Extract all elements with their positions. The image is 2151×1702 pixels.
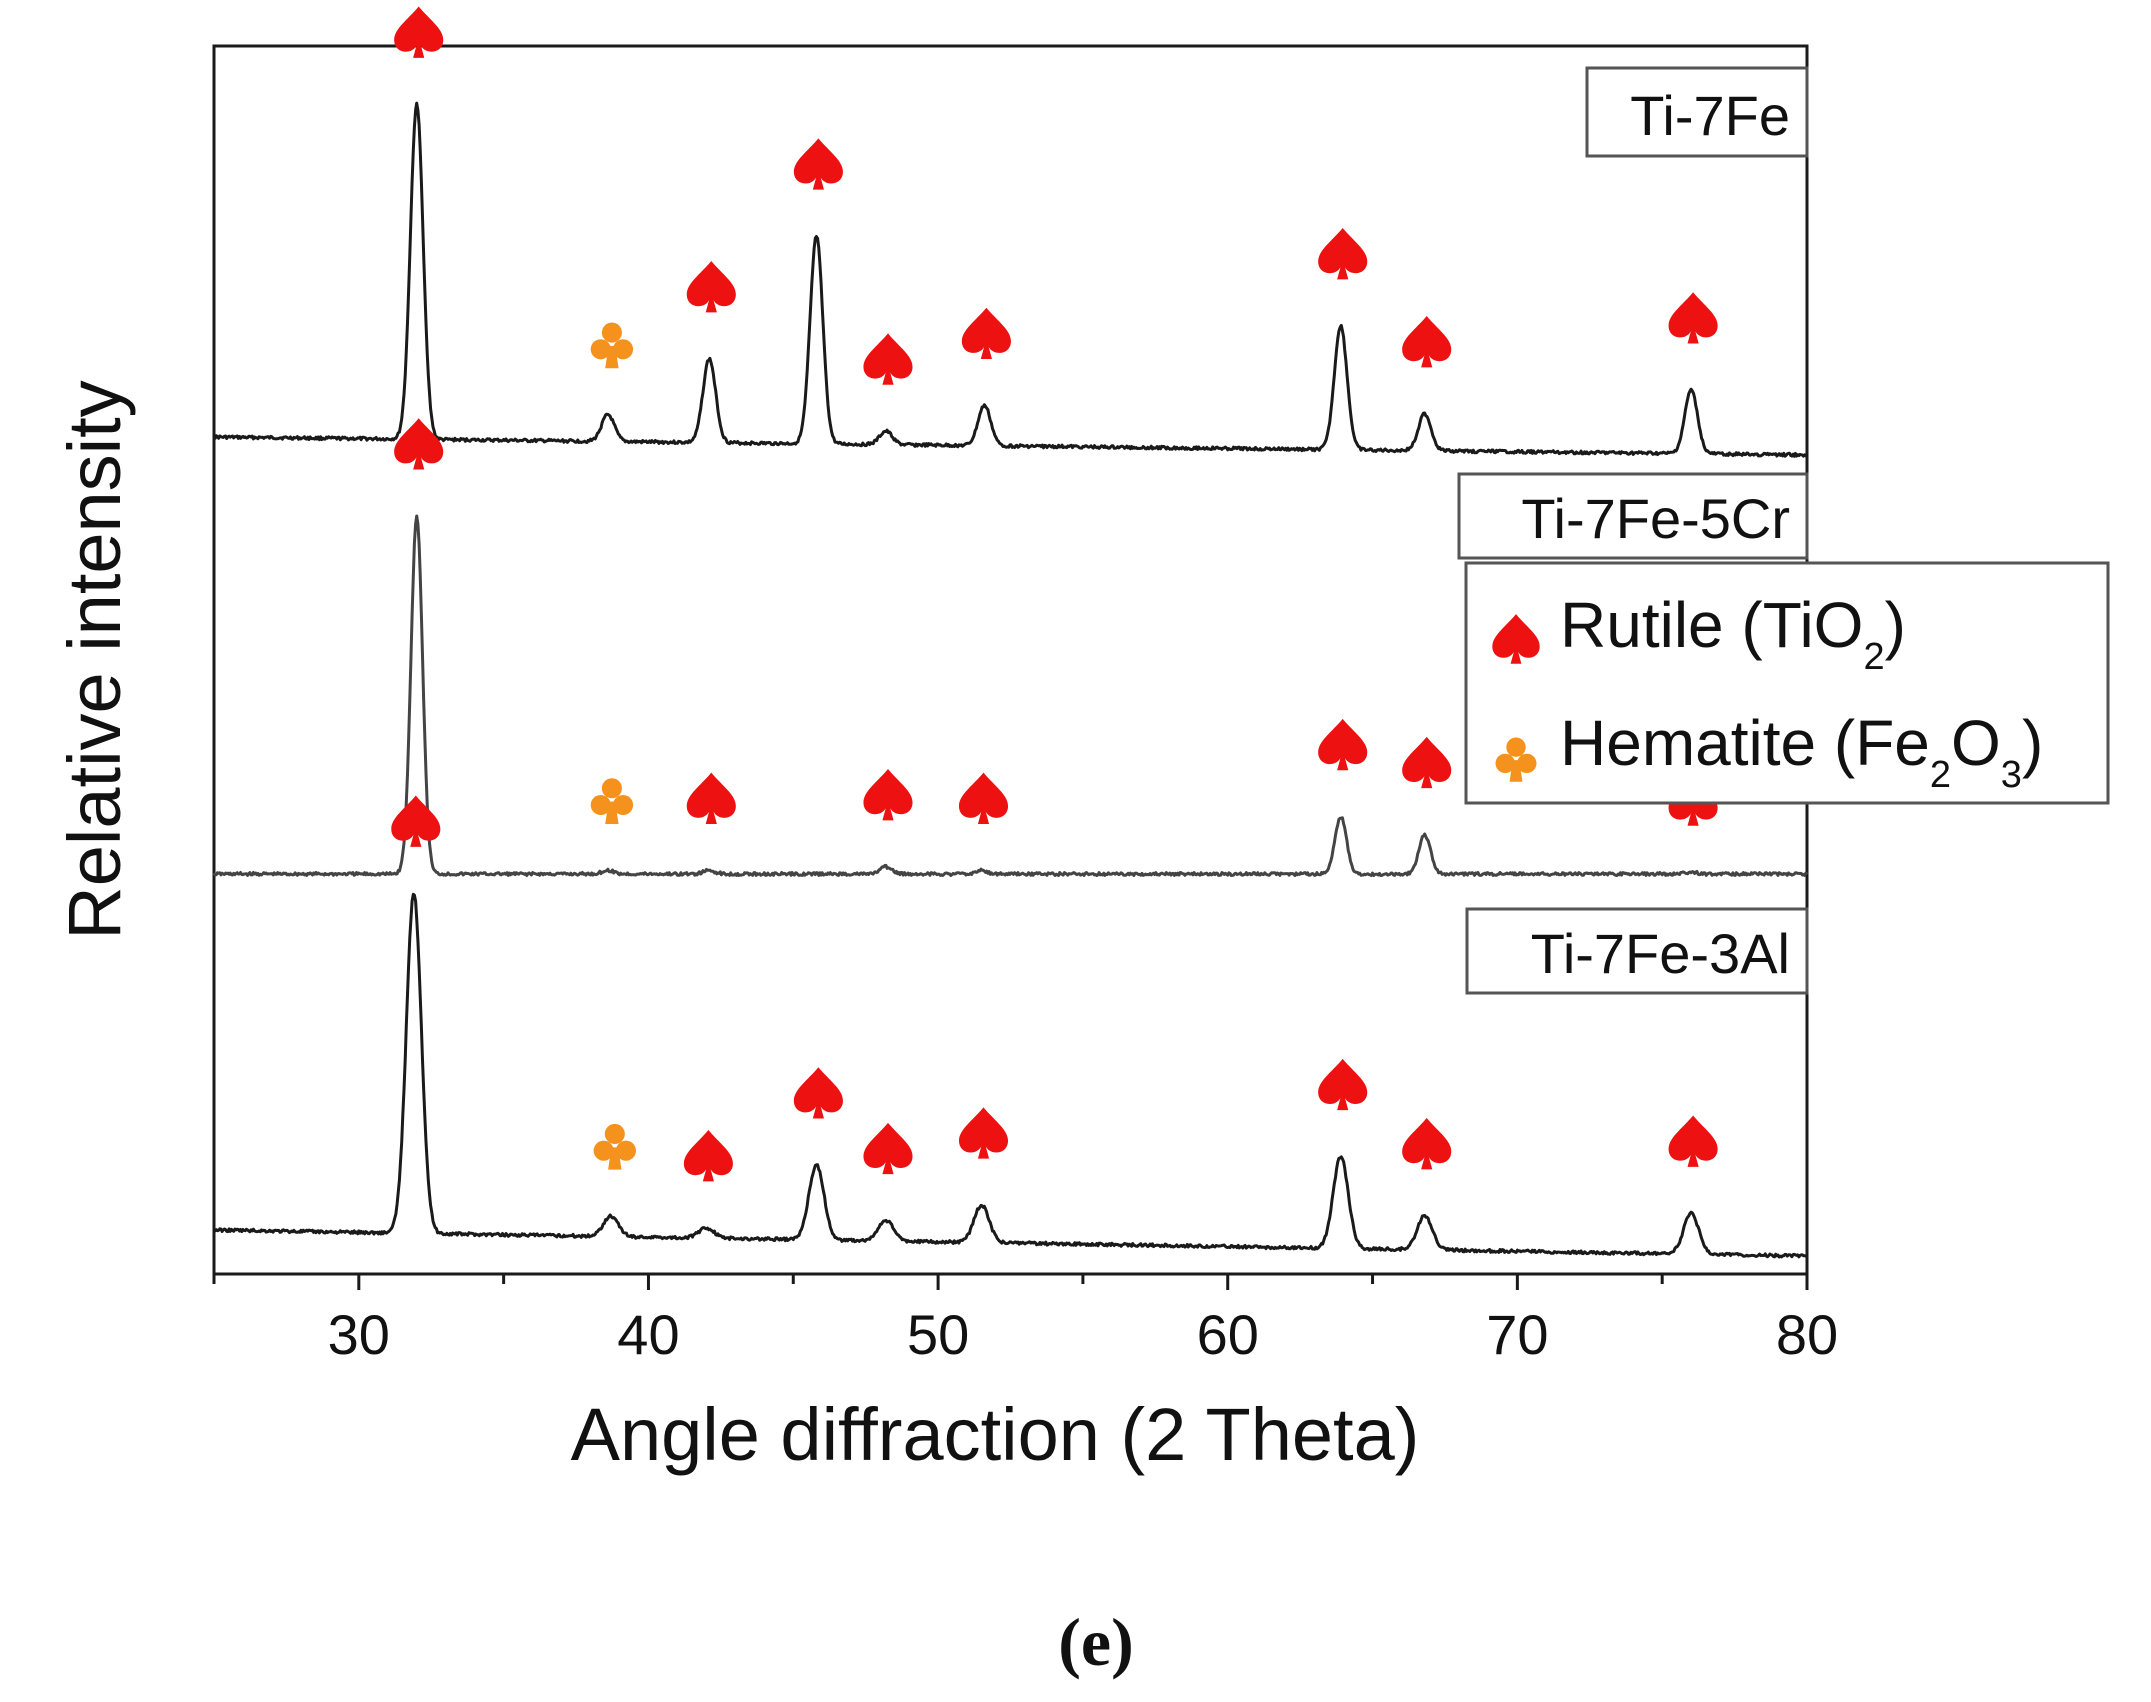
- x-tick-label: 80: [1776, 1303, 1838, 1366]
- rutile-marker-icon: [686, 261, 736, 313]
- x-tick-label: 50: [907, 1303, 969, 1366]
- rutile-marker-icon: [1402, 316, 1452, 368]
- rutile-marker-icon: [961, 307, 1011, 360]
- rutile-marker-icon: [863, 333, 913, 385]
- y-axis-title: Relative intensity: [53, 380, 136, 939]
- rutile-marker-icon: [793, 1067, 843, 1119]
- rutile-marker-icon: [1318, 718, 1368, 771]
- x-tick-label: 70: [1486, 1303, 1548, 1366]
- rutile-marker-icon: [958, 772, 1009, 824]
- series-line-ti-7fe-3al: [212, 892, 1809, 1259]
- rutile-marker-icon: [863, 1122, 913, 1175]
- label-box-ti-7fe-3al: [1465, 907, 1809, 995]
- rutile-marker-icon: [1668, 292, 1718, 344]
- label-box-ti-7fe: [1585, 66, 1809, 158]
- series-group: [212, 101, 1809, 1259]
- x-axis-title: Angle diffraction (2 Theta): [571, 1393, 1420, 1476]
- rutile-marker-icon: [683, 1130, 733, 1182]
- rutile-marker-icon: [863, 769, 913, 821]
- x-tick-label: 40: [617, 1303, 679, 1366]
- rutile-marker-icon: [394, 6, 444, 58]
- label-text-ti-7fe-3al: Ti-7Fe-3Al: [1531, 922, 1790, 985]
- rutile-marker-icon: [1318, 1058, 1368, 1111]
- x-tick-label: 60: [1197, 1303, 1259, 1366]
- legend: Rutile (TiO2) Hematite (Fe2O3): [1464, 561, 2110, 805]
- label-text-ti-7fe: Ti-7Fe: [1630, 84, 1790, 147]
- legend-hematite-label: Hematite (Fe2O3): [1560, 707, 2043, 796]
- hematite-marker-icon: [590, 778, 634, 824]
- x-axis: 30 40 50 60 70 80: [212, 1274, 1838, 1366]
- label-text-ti-7fe-5cr: Ti-7Fe-5Cr: [1521, 487, 1790, 550]
- label-ti-7fe-3al: Ti-7Fe-3Al: [1465, 907, 1809, 995]
- rutile-marker-icon: [1318, 228, 1368, 280]
- rutile-marker-icon: [1402, 736, 1452, 789]
- rutile-marker-icon: [1402, 1118, 1452, 1170]
- x-tick-label: 30: [328, 1303, 390, 1366]
- label-ti-7fe-5cr: Ti-7Fe-5Cr: [1457, 472, 1809, 560]
- rutile-marker-icon: [391, 795, 441, 847]
- panel-label: (e): [1058, 1604, 1133, 1680]
- hematite-marker-icon: [593, 1123, 636, 1170]
- label-ti-7fe: Ti-7Fe: [1585, 66, 1809, 158]
- hematite-marker-icon: [590, 322, 634, 369]
- legend-rutile-label: Rutile (TiO2): [1560, 589, 1906, 678]
- series-line-ti-7fe: [213, 101, 1809, 458]
- plot-area: 30 40 50 60 70 80: [212, 6, 1838, 1366]
- label-box-ti-7fe-5cr: [1457, 472, 1809, 560]
- rutile-marker-icon: [793, 138, 843, 190]
- series-line-ti-7fe-5cr: [212, 514, 1809, 877]
- rutile-marker-icon: [686, 772, 736, 824]
- rutile-marker-icon: [1668, 1115, 1718, 1167]
- legend-box: [1464, 561, 2110, 805]
- rutile-marker-icon: [958, 1107, 1009, 1159]
